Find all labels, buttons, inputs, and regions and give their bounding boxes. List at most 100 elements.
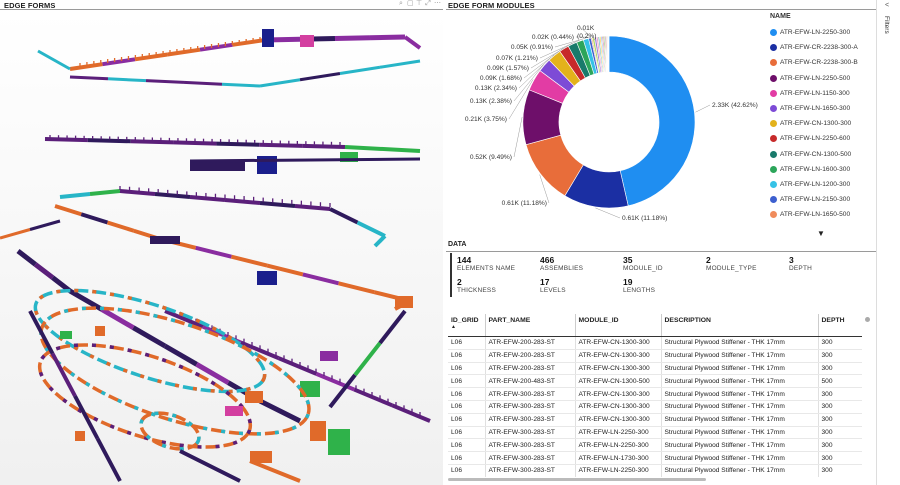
table-cell: ATR-EFW-LN-1730-300 <box>575 451 662 465</box>
edge-form-block <box>257 156 277 174</box>
column-header-depth[interactable]: DEPTH <box>818 314 862 337</box>
slice-data-label: 0.61K (11.18%) <box>502 200 547 207</box>
expand-filters-icon[interactable]: < <box>885 2 890 9</box>
filters-label[interactable]: Filters <box>883 16 890 34</box>
legend-item[interactable]: ATR-EFW-LN-2250-500 <box>770 71 875 86</box>
legend-swatch-icon <box>770 44 777 52</box>
legend-swatch-icon <box>770 150 777 158</box>
table-row[interactable]: L06 ATR-EFW-300-283-ST ATR-EFW-CN-1300-300… <box>448 387 862 401</box>
header-tool-3-icon[interactable]: ⤢ <box>425 0 431 7</box>
legend-item[interactable]: ATR-EFW-LN-2250-600 <box>770 131 875 146</box>
column-header-label: MODULE_ID <box>578 317 619 324</box>
table-vertical-scrollbar[interactable] <box>862 314 872 477</box>
slice-leader-line <box>695 104 711 113</box>
filters-pane[interactable]: < Filters <box>876 0 900 485</box>
scroll-thumb[interactable] <box>865 317 870 322</box>
edge-forms-panel: EDGE FORMS ⌕ ▢ ⊤ ⤢ ⋯ <box>0 0 443 485</box>
edge-form-segment <box>119 189 156 196</box>
column-header-description[interactable]: DESCRIPTION <box>661 314 819 337</box>
table-cell: L06 <box>448 438 486 453</box>
header-tool-4-icon[interactable]: ⋯ <box>434 0 441 7</box>
sort-ascending-icon[interactable]: ▲ <box>451 324 456 330</box>
table-row[interactable]: L06 ATR-EFW-300-283-ST ATR-EFW-LN-1730-300… <box>448 451 862 465</box>
edge-form-segment <box>16 249 37 267</box>
edge-forms-3d-model[interactable] <box>0 11 443 485</box>
data-table[interactable]: ID_GRID ▲ PART_NAME MODULE_ID DESCRIPTION DEP… <box>448 314 862 477</box>
edge-form-segment <box>353 387 393 408</box>
table-row[interactable]: L06 ATR-EFW-300-283-ST ATR-EFW-CN-1300-300… <box>448 400 862 414</box>
table-row[interactable]: L06 ATR-EFW-200-283-ST ATR-EFW-CN-1300-300… <box>448 349 862 363</box>
column-header-module-id[interactable]: MODULE_ID <box>575 314 662 337</box>
table-cell: L06 <box>448 336 486 350</box>
legend-item[interactable]: ATR-EFW-LN-2150-300 <box>770 192 875 207</box>
header-tool-0-icon[interactable]: ⌕ <box>399 0 403 7</box>
header-tool-1-icon[interactable]: ▢ <box>407 0 414 7</box>
table-cell: ATR-EFW-200-283-ST <box>485 336 576 350</box>
legend-item[interactable]: ATR-EFW-CN-1300-500 <box>770 147 875 162</box>
edge-form-segment <box>195 245 232 259</box>
legend-label: ATR-EFW-LN-1650-300 <box>780 105 851 113</box>
slice-leader-line <box>513 64 544 102</box>
legend-item[interactable]: ATR-EFW-LN-1650-300 <box>770 101 875 116</box>
table-row[interactable]: L06 ATR-EFW-200-483-ST ATR-EFW-CN-1300-500… <box>448 374 862 389</box>
legend-item[interactable]: ATR-EFW-LN-1150-300 <box>770 86 875 101</box>
table-cell: 300 <box>818 400 862 414</box>
slice-data-label: 0.61K (11.18%) <box>622 215 667 222</box>
table-row[interactable]: L06 ATR-EFW-300-283-ST ATR-EFW-LN-2250-300… <box>448 464 862 477</box>
legend-swatch-icon <box>770 29 777 37</box>
edge-form-modules-donut-chart[interactable]: 2.33K (42.62%) 0.61K (11.18%) 0.61K (11.18… <box>446 11 766 236</box>
table-row[interactable]: L06 ATR-EFW-200-283-ST ATR-EFW-CN-1300-300… <box>448 362 862 376</box>
table-cell: Structural Plywood Stiffener - THK 17mm <box>661 413 819 427</box>
edge-form-segment <box>164 309 204 329</box>
slice-data-label: 0.05K (0.91%) <box>511 44 553 51</box>
edge-form-segment <box>132 325 167 349</box>
edge-form-segment <box>183 80 223 86</box>
header-tool-2-icon[interactable]: ⊤ <box>416 0 423 7</box>
legend-item[interactable]: ATR-EFW-CR-2238-300-B <box>770 55 875 70</box>
edge-form-segment <box>258 398 302 424</box>
table-cell: ATR-EFW-CN-1300-500 <box>575 374 662 389</box>
donut-slice[interactable] <box>608 35 610 73</box>
column-header-part-name[interactable]: PART_NAME <box>485 314 576 337</box>
legend-item[interactable]: ATR-EFW-LN-2250-300 <box>770 25 875 40</box>
legend-item[interactable]: ATR-EFW-LN-1200-300 <box>770 177 875 192</box>
legend-item[interactable]: ATR-EFW-CR-2238-300-A <box>770 40 875 55</box>
table-row[interactable]: L06 ATR-EFW-300-283-ST ATR-EFW-LN-2250-300… <box>448 438 862 453</box>
slice-leader-line <box>530 43 573 69</box>
edge-form-segment <box>302 272 340 286</box>
table-row[interactable]: L06 ATR-EFW-300-283-ST ATR-EFW-LN-2250-300… <box>448 426 862 440</box>
column-header-id-grid[interactable]: ID_GRID ▲ <box>448 314 486 337</box>
table-horizontal-scrollbar[interactable] <box>448 478 706 481</box>
slice-leader-line <box>513 116 523 158</box>
stat-value: 2 <box>706 255 711 265</box>
edge-form-segment <box>89 189 121 196</box>
edge-form-segment <box>54 204 82 217</box>
table-cell: Structural Plywood Stiffener - THK 17mm <box>661 336 819 350</box>
table-row[interactable]: L06 ATR-EFW-200-283-ST ATR-EFW-CN-1300-300… <box>448 336 862 350</box>
legend-swatch-icon <box>770 165 777 173</box>
edge-form-segment <box>59 192 91 199</box>
stat-assemblies: 466 ASSEMBLIES <box>540 255 620 273</box>
edge-form-segment <box>87 138 131 144</box>
legend-item[interactable]: ATR-EFW-CN-1300-300 <box>770 116 875 131</box>
table-cell: ATR-EFW-CN-1300-300 <box>575 400 662 414</box>
slice-data-label: 0.07K (1.21%) <box>496 55 538 62</box>
stat-value: 35 <box>623 255 633 265</box>
legend-item[interactable]: ATR-EFW-LN-1650-500 <box>770 207 875 222</box>
legend-more-chevron-icon[interactable]: ▼ <box>817 229 825 238</box>
edge-form-segment <box>230 254 268 268</box>
edge-form-segment <box>259 78 301 88</box>
column-header-label: DEPTH <box>821 317 845 324</box>
table-row[interactable]: L06 ATR-EFW-300-283-ST ATR-EFW-CN-1300-300… <box>448 413 862 427</box>
edge-form-loop <box>37 343 253 449</box>
data-title: DATA <box>448 241 467 248</box>
table-cell: Structural Plywood Stiffener - THK 17mm <box>661 374 819 389</box>
edge-form-segment <box>69 62 103 71</box>
stat-value: 3 <box>789 255 794 265</box>
donut-slice[interactable] <box>608 35 696 207</box>
edge-form-block <box>95 326 105 336</box>
edge-form-segment <box>216 141 260 147</box>
slice-leader-line <box>518 54 554 89</box>
legend-label: ATR-EFW-CR-2238-300-B <box>780 59 858 67</box>
legend-item[interactable]: ATR-EFW-LN-1600-300 <box>770 162 875 177</box>
